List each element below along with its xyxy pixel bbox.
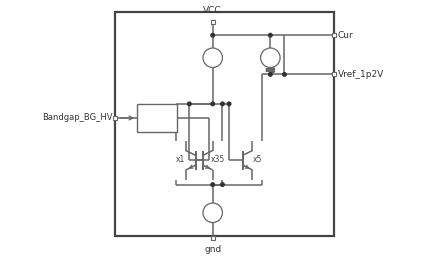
Bar (116, 12, 334, 236)
Circle shape (211, 102, 214, 106)
Circle shape (203, 48, 223, 68)
Text: Bandgap_BG_HV: Bandgap_BG_HV (42, 113, 113, 123)
Circle shape (261, 48, 280, 68)
Bar (113, 116, 117, 120)
Circle shape (203, 203, 223, 222)
Circle shape (227, 102, 231, 106)
Bar (211, 20, 215, 24)
Text: Cur: Cur (338, 31, 353, 40)
Text: Vref_1p2V: Vref_1p2V (338, 70, 384, 79)
Circle shape (221, 102, 224, 106)
Text: x1: x1 (176, 155, 185, 164)
Circle shape (187, 102, 191, 106)
Bar (137, 104, 177, 132)
Circle shape (282, 73, 286, 76)
Circle shape (221, 183, 224, 186)
Circle shape (211, 33, 214, 37)
Circle shape (211, 183, 214, 186)
Text: x5: x5 (253, 155, 262, 164)
Circle shape (269, 73, 272, 76)
Text: VCC: VCC (203, 6, 222, 16)
Bar (211, 236, 215, 240)
Text: gnd: gnd (204, 245, 221, 254)
Bar (333, 33, 336, 37)
Bar (333, 72, 336, 76)
Circle shape (269, 33, 272, 37)
Text: Start up: Start up (139, 113, 175, 123)
Text: x35: x35 (211, 155, 225, 164)
